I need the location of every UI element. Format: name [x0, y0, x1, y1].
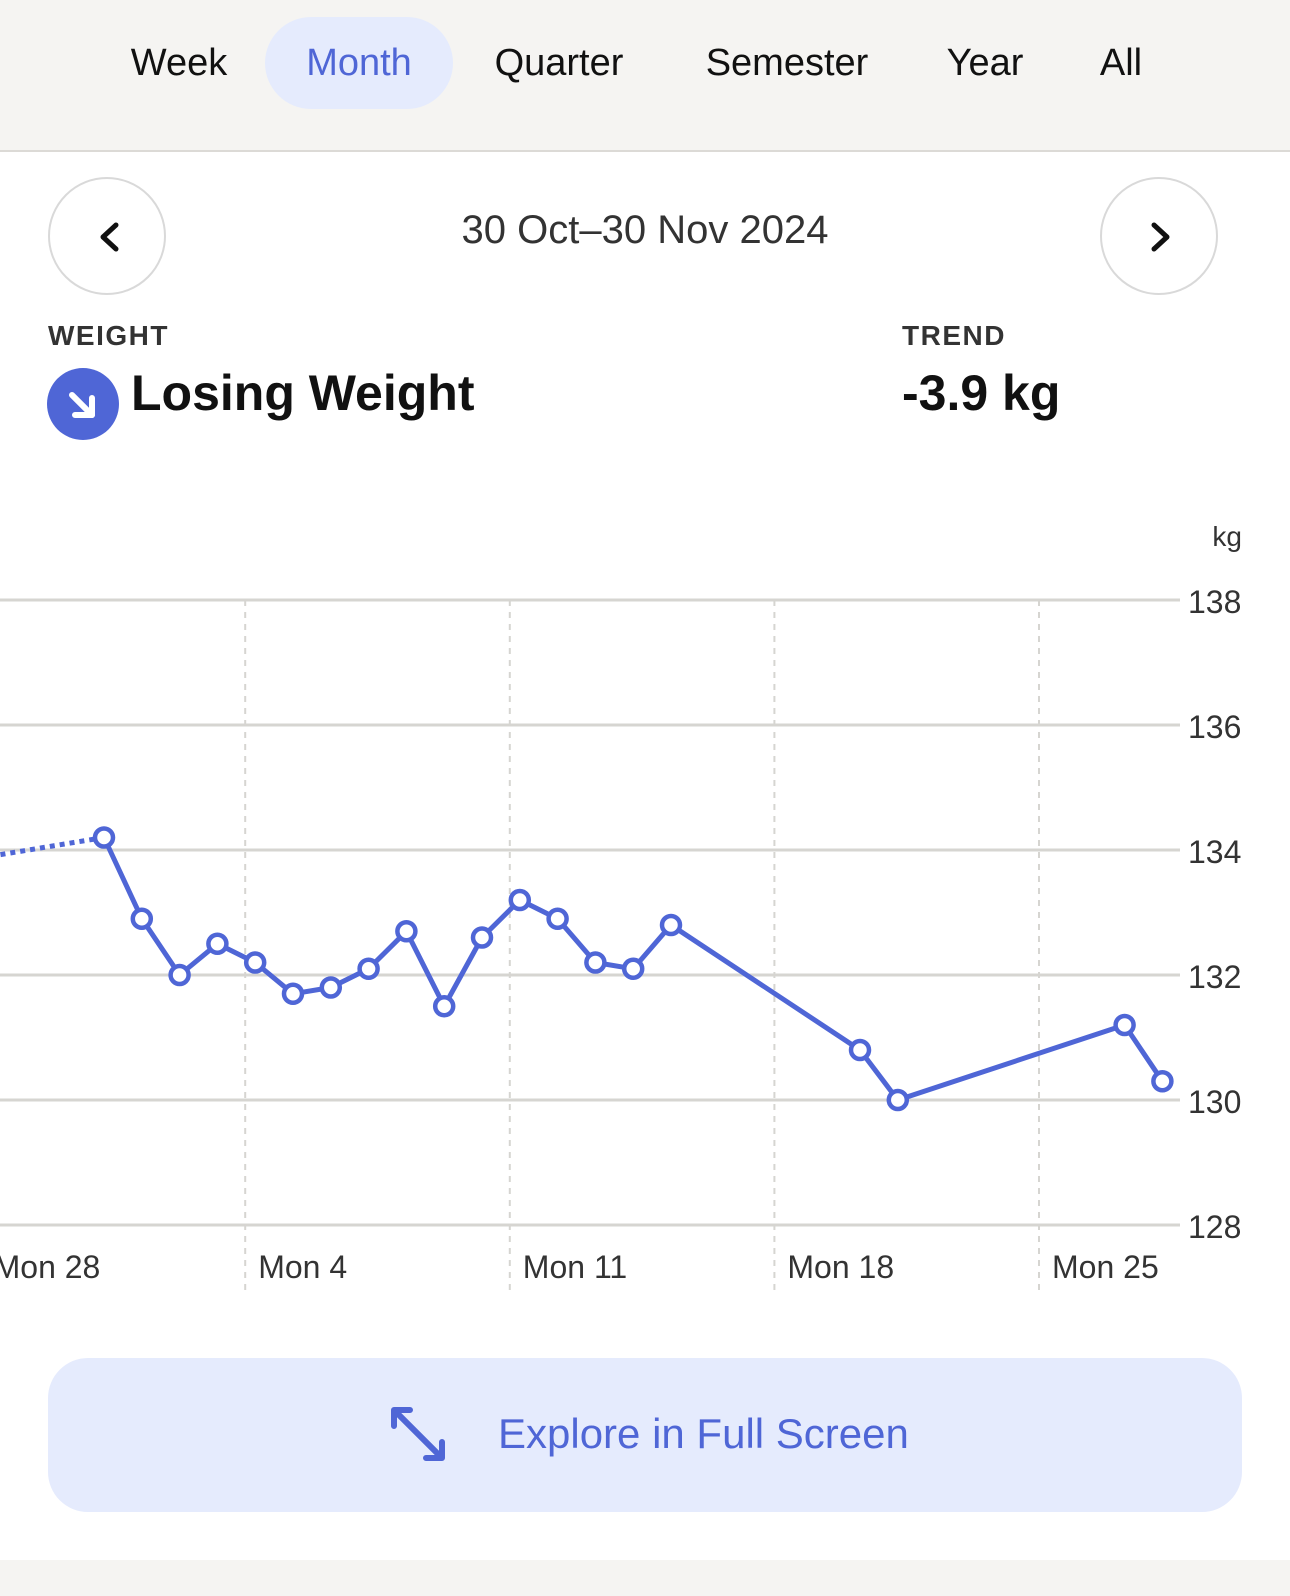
weight-point	[92, 826, 116, 849]
weight-point	[243, 951, 267, 974]
chevron-right-icon	[1151, 222, 1170, 252]
y-tick-label: 136	[1188, 709, 1241, 745]
explore-label: Explore in Full Screen	[498, 1410, 909, 1457]
tab-quarter[interactable]: Quarter	[494, 42, 624, 84]
arrow-down-right-icon	[69, 392, 95, 418]
x-tick-label: Mon 4	[258, 1249, 347, 1285]
tab-week[interactable]: Week	[130, 42, 228, 84]
weight-point	[470, 926, 494, 949]
weight-status: Losing Weight	[131, 365, 475, 421]
weight-point	[508, 888, 532, 912]
weight-point	[546, 907, 569, 930]
chart-grid	[0, 598, 1180, 1290]
y-axis: 138 136 134 132 130 128 kg	[1188, 521, 1242, 1245]
tab-all[interactable]: All	[1099, 42, 1143, 84]
weight-point	[168, 963, 191, 987]
y-tick-label: 138	[1188, 584, 1241, 620]
weight-point	[281, 982, 305, 1005]
bottom-divider	[0, 1560, 1290, 1596]
tab-semester[interactable]: Semester	[705, 42, 869, 84]
x-tick-label: Mon 18	[787, 1249, 894, 1285]
expand-diagonal-icon	[391, 1407, 445, 1461]
previous-period-connector	[0, 835, 105, 858]
trend-value: -3.9 kg	[902, 365, 1061, 421]
trend-label: TREND	[902, 320, 1006, 351]
y-tick-label: 130	[1188, 1084, 1241, 1120]
date-range: 30 Oct–30 Nov 2024	[461, 208, 829, 252]
weight-point	[395, 920, 418, 943]
weight-points	[92, 826, 1174, 1112]
y-tick-label: 132	[1188, 959, 1241, 995]
weight-point	[1151, 1070, 1174, 1093]
weight-point	[130, 907, 154, 930]
x-tick-label: Mon 11	[523, 1249, 627, 1285]
chevron-left-icon	[100, 222, 119, 252]
x-axis: Mon 28 Mon 4 Mon 11 Mon 18 Mon 25	[0, 1249, 1159, 1285]
period-selector: Week Month Quarter Semester Year All	[0, 0, 1290, 152]
tab-month[interactable]: Month	[265, 17, 453, 109]
x-tick-label: Mon 28	[0, 1249, 100, 1285]
y-tick-label: 134	[1188, 834, 1241, 870]
weight-point	[206, 932, 229, 955]
next-period-button[interactable]	[1100, 177, 1218, 295]
weight-point	[432, 995, 456, 1018]
previous-period-button[interactable]	[48, 177, 166, 295]
y-tick-label: 128	[1188, 1209, 1241, 1245]
weight-point	[1113, 1013, 1136, 1037]
weight-point	[357, 957, 380, 980]
status-icon-wrapper	[47, 368, 119, 440]
weight-point	[848, 1038, 872, 1062]
weight-point	[621, 957, 645, 980]
y-axis-unit: kg	[1212, 521, 1242, 552]
weight-point	[319, 976, 343, 999]
weight-point	[584, 951, 607, 974]
tab-year[interactable]: Year	[946, 42, 1024, 84]
weight-label: WEIGHT	[48, 320, 169, 351]
weight-chart[interactable]: Mon 28 Mon 4 Mon 11 Mon 18 Mon 25 1381361341…	[0, 520, 1290, 1300]
explore-fullscreen-button[interactable]: Explore in Full Screen	[48, 1358, 1242, 1512]
weight-point	[659, 913, 683, 937]
weight-point	[886, 1088, 910, 1112]
x-tick-label: Mon 25	[1052, 1249, 1159, 1285]
